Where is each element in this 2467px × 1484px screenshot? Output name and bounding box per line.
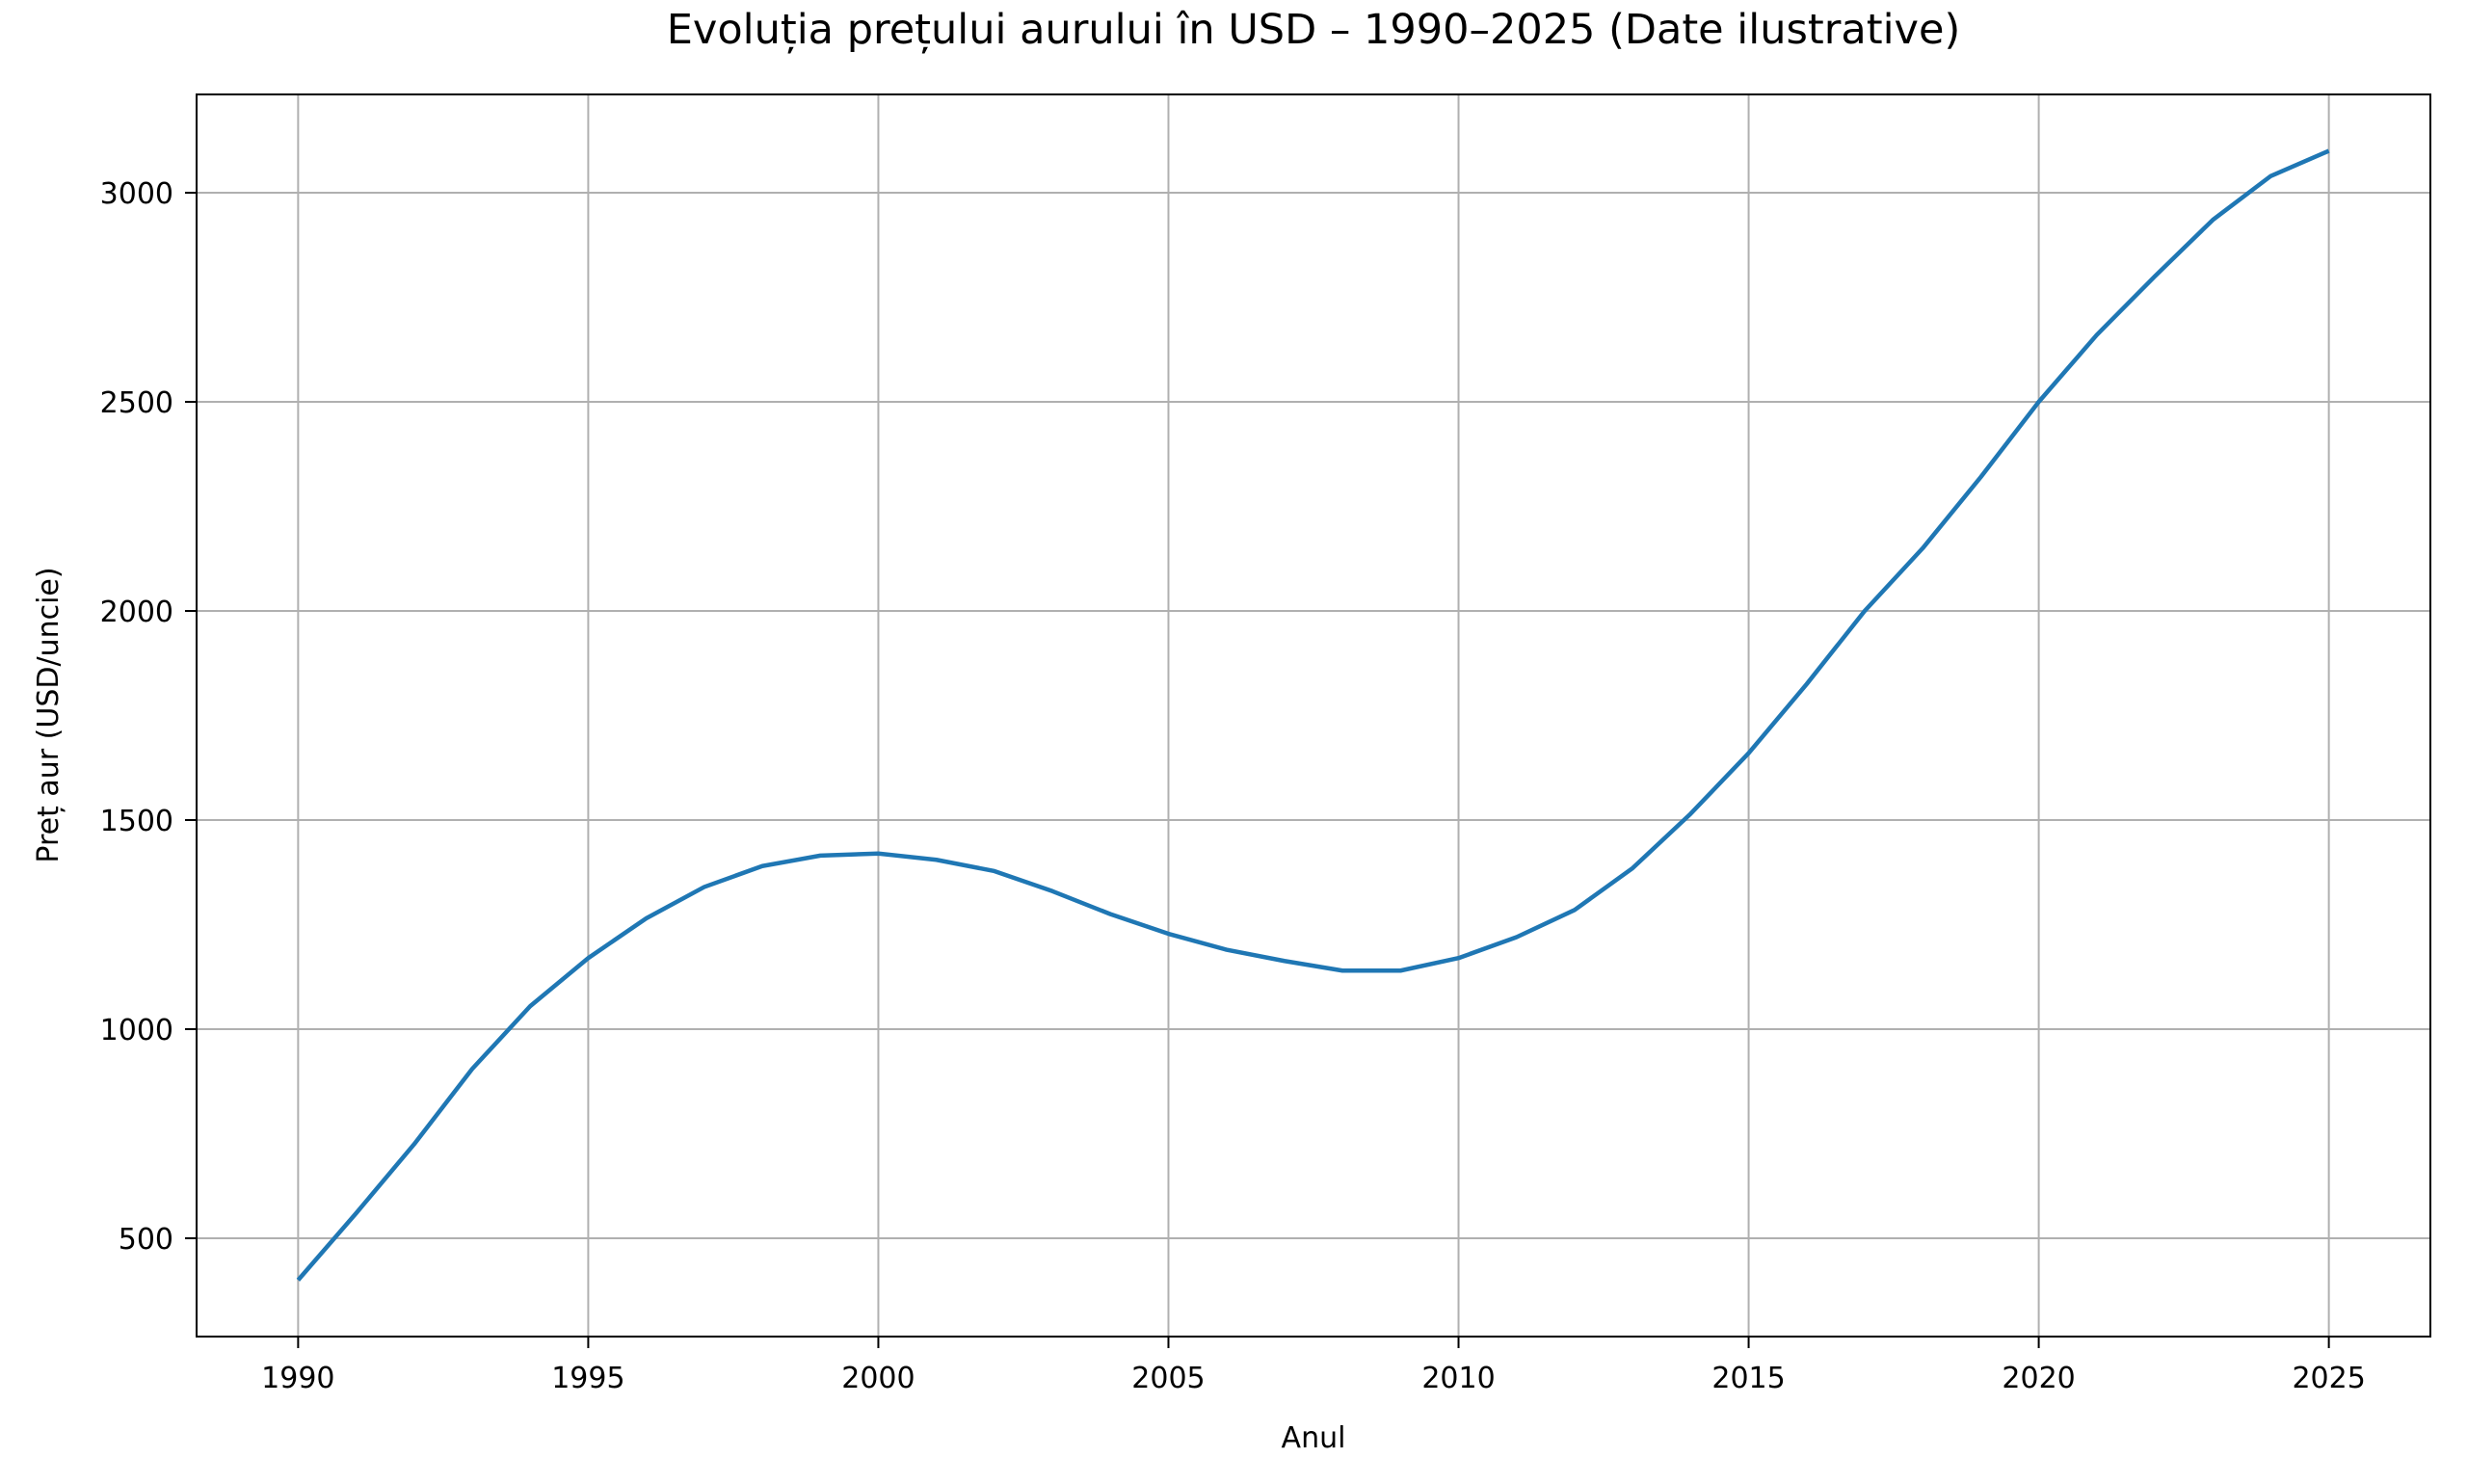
y-axis-label: Preț aur (USD/uncie) xyxy=(32,567,66,862)
y-tick-labels: 500 1000 1500 2000 2500 3000 xyxy=(100,177,173,1257)
x-axis-label: Anul xyxy=(1282,1421,1346,1455)
gold-price-line xyxy=(296,148,2330,1282)
x-tick-label: 1990 xyxy=(261,1362,334,1395)
gridlines xyxy=(197,94,2430,1337)
y-tick-label: 2000 xyxy=(100,596,173,629)
y-tick-label: 500 xyxy=(119,1223,173,1257)
y-tick-label: 1500 xyxy=(100,805,173,838)
plot-border xyxy=(196,93,2431,1338)
x-tick-label: 2015 xyxy=(1711,1362,1785,1395)
y-tick-label: 1000 xyxy=(100,1014,173,1047)
x-tick-label: 2000 xyxy=(841,1362,915,1395)
x-tick-labels: 1990 1995 2000 2005 2010 2015 2020 2025 xyxy=(261,1362,2366,1395)
x-tick-label: 2010 xyxy=(1421,1362,1495,1395)
x-tick-label: 2020 xyxy=(2002,1362,2075,1395)
chart-title: Evoluția prețului aurului în USD – 1990–… xyxy=(667,6,1960,54)
x-tick-label: 2005 xyxy=(1131,1362,1205,1395)
y-tick-label: 2500 xyxy=(100,386,173,420)
axis-ticks xyxy=(185,191,2330,1348)
x-tick-label: 2025 xyxy=(2292,1362,2365,1395)
y-tick-label: 3000 xyxy=(100,177,173,211)
x-tick-label: 1995 xyxy=(551,1362,624,1395)
